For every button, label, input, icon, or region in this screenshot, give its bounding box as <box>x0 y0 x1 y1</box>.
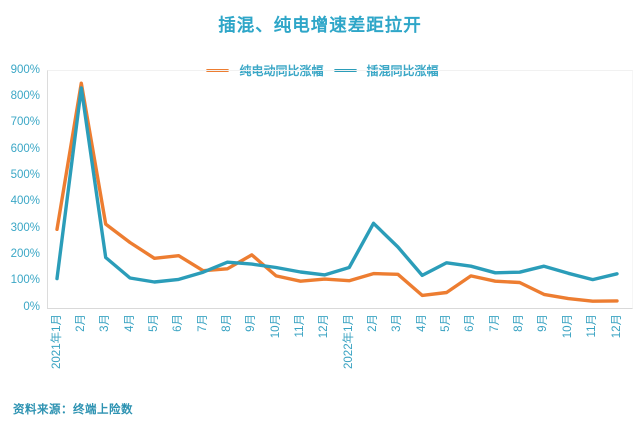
x-axis-label: 8月 <box>513 314 526 332</box>
x-axis-label: 2月 <box>367 314 380 332</box>
series-line-phev <box>55 86 619 284</box>
x-axis-label: 7月 <box>488 314 501 332</box>
x-axis-label: 2021年1月 <box>50 314 63 369</box>
chart-title: 插混、纯电增速差距拉开 <box>218 15 422 35</box>
x-axis-label: 7月 <box>196 314 209 332</box>
y-axis-label: 200% <box>10 247 40 260</box>
x-axis-label: 9月 <box>245 314 258 332</box>
x-axis-label: 6月 <box>172 314 185 332</box>
x-axis-label: 12月 <box>318 314 331 339</box>
y-axis-label: 400% <box>10 195 40 208</box>
source-note: 资料来源：终端上险数 <box>13 404 133 416</box>
legend: 纯电动同比涨幅 插混同比涨幅 <box>0 62 640 79</box>
x-axis-label: 5月 <box>440 314 453 332</box>
x-axis-label: 9月 <box>537 314 550 332</box>
y-axis-label: 0% <box>23 300 40 313</box>
legend-label-pure-ev: 纯电动同比涨幅 <box>239 64 324 78</box>
y-axis-label: 800% <box>10 89 40 102</box>
x-axis-label: 8月 <box>220 314 233 332</box>
y-axis-label: 500% <box>10 168 40 181</box>
y-axis-label: 700% <box>10 116 40 129</box>
y-axis-label: 300% <box>10 221 40 234</box>
y-axis-label: 900% <box>10 63 40 76</box>
x-axis-label: 6月 <box>464 314 477 332</box>
x-axis-label: 3月 <box>99 314 112 332</box>
x-axis-label: 2月 <box>74 314 87 332</box>
x-axis-label: 4月 <box>123 314 136 332</box>
x-axis-label: 4月 <box>415 314 428 332</box>
series-line-pure-ev <box>55 81 619 303</box>
plot-area-border <box>47 70 633 309</box>
x-axis-label: 2022年1月 <box>342 314 355 369</box>
y-axis-label: 600% <box>10 142 40 155</box>
x-axis-label: 5月 <box>147 314 160 332</box>
x-axis-label: 11月 <box>293 314 306 338</box>
legend-label-phev: 插混同比涨幅 <box>366 64 439 78</box>
x-axis-label: 10月 <box>269 314 282 339</box>
x-axis-label: 11月 <box>586 314 599 338</box>
y-axis-label: 100% <box>10 274 40 287</box>
x-axis-label: 3月 <box>391 314 404 332</box>
x-axis-label: 10月 <box>561 314 574 339</box>
x-axis-label: 12月 <box>610 314 623 339</box>
